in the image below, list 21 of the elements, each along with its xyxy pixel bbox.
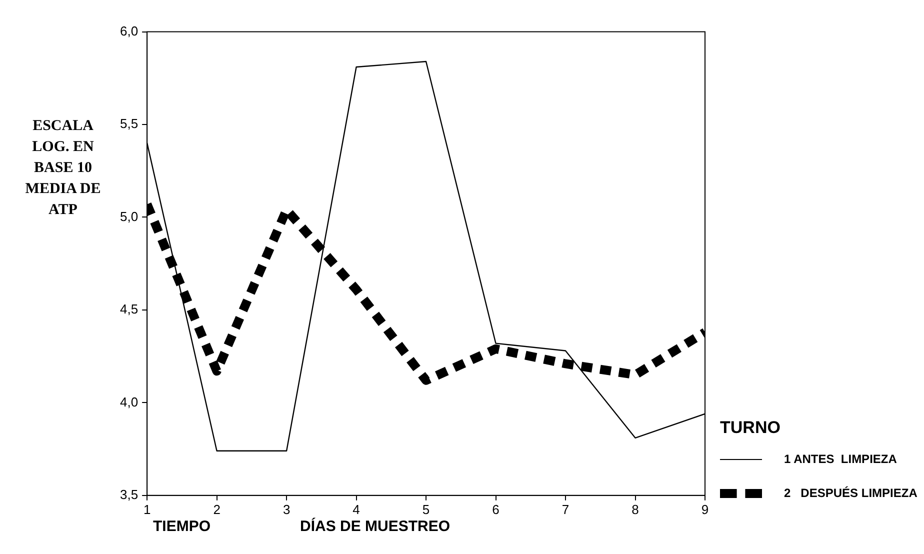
- legend-label: 2 DESPUÉS LIMPIEZA: [784, 486, 918, 500]
- x-tick-label: 1: [143, 502, 151, 517]
- x-tick-label: 2: [213, 502, 220, 517]
- y-tick-label: 4,5: [120, 302, 138, 317]
- y-axis-title: ESCALA LOG. EN BASE 10 MEDIA DE ATP: [24, 117, 102, 220]
- x-tick-label: 5: [422, 502, 430, 517]
- legend-title: TURNO: [720, 418, 782, 438]
- y-tick-label: 5,5: [120, 116, 138, 132]
- x-tick-label: 7: [562, 502, 570, 517]
- legend-label: 1 ANTES LIMPIEZA: [784, 452, 897, 466]
- y-tick-label: 3,5: [120, 486, 138, 502]
- x-tick-label: 3: [282, 502, 290, 517]
- x-tick-label: 6: [492, 502, 500, 517]
- y-tick-label: 5,0: [120, 208, 138, 224]
- x-tick-label: 8: [632, 502, 639, 517]
- x-axis-title: DÍAS DE MUESTREO: [300, 518, 450, 535]
- y-tick-label: 6,0: [120, 23, 138, 38]
- x-tick-label: 9: [701, 502, 709, 517]
- text: TIEMPO: [153, 518, 211, 535]
- x-tick-label: 4: [352, 502, 360, 517]
- y-tick-label: 4,0: [120, 394, 138, 410]
